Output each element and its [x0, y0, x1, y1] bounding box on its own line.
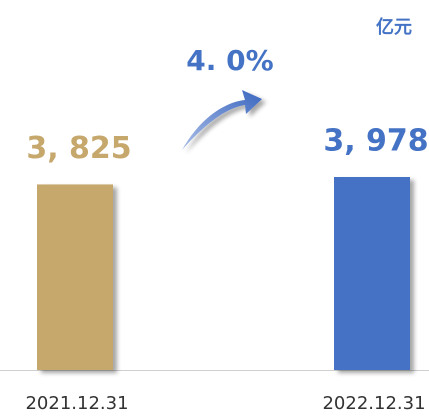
growth-annotation: 4. 0% — [186, 44, 273, 77]
x-tick-label: 2021.12.31 — [25, 393, 128, 414]
growth-arrow — [182, 90, 262, 150]
x-tick-label: 2022.12.31 — [322, 393, 425, 414]
bar — [37, 184, 113, 370]
value-label: 3, 978 — [323, 124, 428, 159]
value-label: 3, 825 — [26, 131, 131, 166]
unit-label: 亿元 — [376, 16, 412, 38]
bar — [334, 177, 410, 370]
